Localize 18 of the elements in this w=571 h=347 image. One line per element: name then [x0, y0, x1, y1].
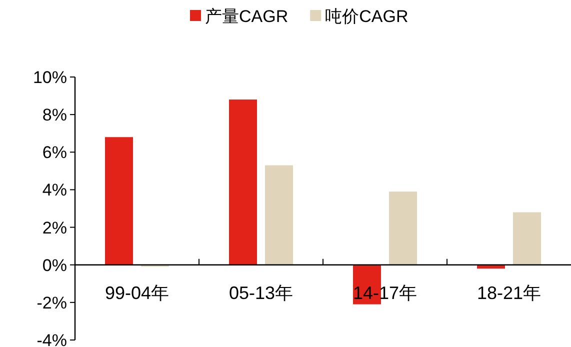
y-tick-label: -2% — [36, 293, 67, 312]
x-tick-label: 18-21年 — [476, 282, 542, 303]
legend-label: 产量CAGR — [205, 7, 288, 26]
bar — [105, 137, 133, 265]
y-tick-label: 10% — [32, 68, 67, 87]
y-tick-label: 0% — [42, 256, 67, 275]
y-tick-label: 2% — [42, 218, 67, 238]
y-tick-label: -4% — [36, 331, 67, 347]
bar — [229, 100, 257, 265]
y-tick-label: 4% — [42, 180, 67, 200]
bar — [389, 192, 417, 265]
legend-label: 吨价CAGR — [325, 7, 408, 26]
bar — [513, 212, 541, 265]
y-tick-label: 6% — [42, 143, 67, 162]
y-tick-label: 8% — [42, 106, 67, 125]
bar — [265, 165, 293, 265]
x-tick-label: 05-13年 — [228, 282, 294, 303]
x-tick-label: 99-04年 — [104, 282, 170, 303]
